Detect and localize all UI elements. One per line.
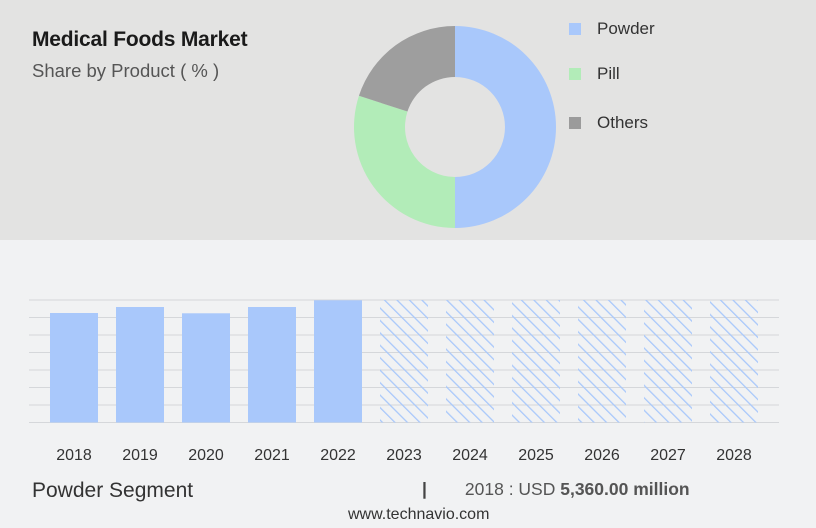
- svg-text:2027: 2027: [650, 447, 686, 464]
- svg-text:2019: 2019: [122, 447, 158, 464]
- svg-text:2028: 2028: [716, 447, 752, 464]
- svg-text:2022: 2022: [320, 447, 356, 464]
- svg-text:2023: 2023: [386, 447, 422, 464]
- svg-text:2024: 2024: [452, 447, 488, 464]
- svg-text:2025: 2025: [518, 447, 554, 464]
- svg-text:2020: 2020: [188, 447, 224, 464]
- svg-text:2026: 2026: [584, 447, 620, 464]
- svg-text:2018: 2018: [56, 447, 92, 464]
- svg-text:2021: 2021: [254, 447, 290, 464]
